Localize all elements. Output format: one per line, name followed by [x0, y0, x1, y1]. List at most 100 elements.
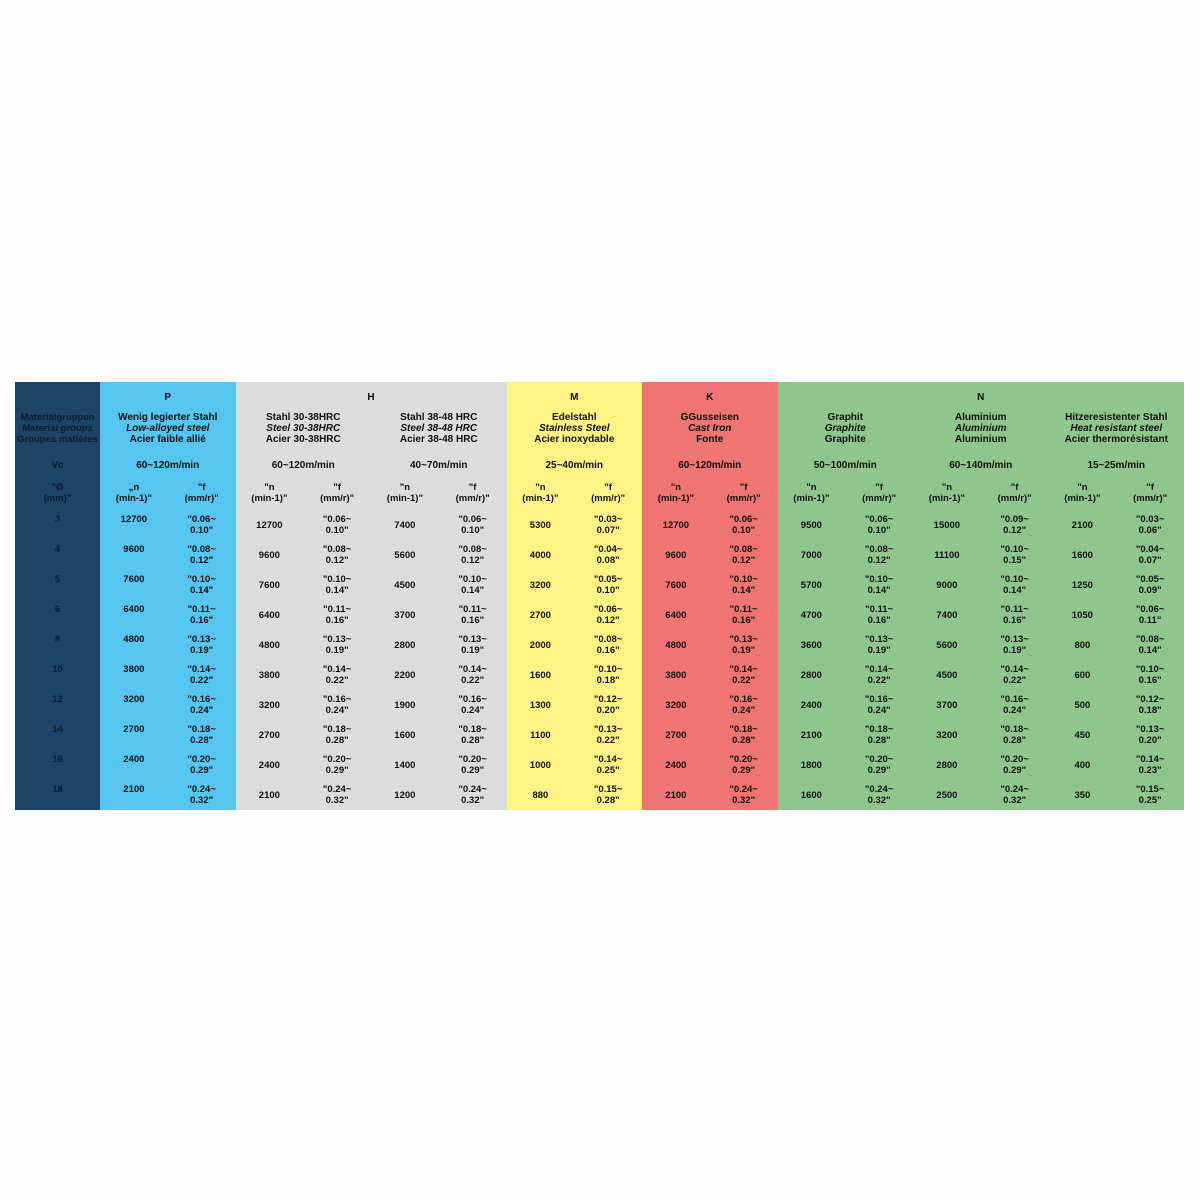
table-row: 3200 "0.05~ 0.10"	[507, 570, 643, 600]
spindle-speed-cell: 3200	[123, 694, 145, 705]
feed-cell: "0.11~ 0.16"	[458, 604, 487, 626]
table-row: 6400 "0.11~ 0.16"	[642, 600, 778, 630]
table-row: 12700 "0.06~ 0.10"	[642, 510, 778, 540]
label-fr: Groupes matières	[17, 434, 98, 445]
feed-cell: "0.13~ 0.19"	[187, 634, 216, 656]
feed-cell: "0.10~ 0.14"	[864, 574, 894, 596]
feed-cell: "0.14~ 0.23"	[1135, 754, 1165, 776]
spindle-speed-cell: 7400	[936, 609, 958, 621]
spindle-speed-cell: 7000	[800, 549, 822, 561]
table-row: 3600 "0.13~ 0.19"	[778, 630, 914, 660]
spindle-speed-cell: 2400	[123, 754, 145, 765]
table-row: 4700 "0.11~ 0.16"	[778, 600, 914, 630]
spindle-speed-cell: 2700	[258, 729, 280, 741]
spindle-speed-cell: 2800	[394, 639, 416, 651]
spindle-speed-cell: 7600	[665, 579, 687, 591]
material-name-de: Edelstahl	[552, 412, 597, 423]
feed-cell: "0.08~ 0.16"	[593, 634, 623, 656]
group-letter: H	[367, 392, 375, 403]
feed-cell: "0.05~ 0.09"	[1135, 574, 1165, 596]
cutting-speed: 60~140m/min	[949, 460, 1013, 471]
table-row: 2700 "0.18~ 0.28"	[100, 720, 236, 750]
feed-cell: "0.24~ 0.32"	[729, 784, 758, 806]
spindle-speed-cell: 9500	[800, 519, 822, 531]
material-column: GGusseisen Cast Iron Fonte 60~120m/min "…	[642, 412, 778, 810]
spindle-speed-cell: 1600	[1071, 549, 1093, 561]
f-header: "f (mm/r)"	[591, 482, 626, 504]
table-row: 7600 "0.10~ 0.14"	[642, 570, 778, 600]
table-row: 2400 "0.16~ 0.24"	[778, 690, 914, 720]
column-headers: "n (min-1)" "f (mm/r)"	[371, 482, 507, 510]
feed-cell: "0.11~ 0.16"	[1000, 604, 1029, 626]
material-name: Graphit Graphite Graphite	[778, 412, 914, 454]
material-column: Wenig legierter Stahl Low-alloyed steel …	[100, 412, 236, 810]
table-row: 2100 "0.24~ 0.32"	[642, 780, 778, 810]
table-row: 7600 "0.10~ 0.14"	[236, 570, 372, 600]
diameter-cell: 8	[15, 630, 100, 660]
feed-cell: "0.06~ 0.10"	[322, 514, 352, 536]
feed-cell: "0.06~ 0.10"	[864, 514, 894, 536]
spindle-speed-cell: 2100	[665, 789, 687, 801]
cutting-speed: 60~120m/min	[271, 460, 335, 471]
spindle-speed-cell: 11100	[934, 549, 960, 561]
diameter-cell: 18	[15, 780, 100, 810]
material-name-en: Heat resistant steel	[1070, 423, 1163, 434]
table-row: 1600 "0.18~ 0.28"	[371, 720, 507, 750]
spindle-speed-cell: 6400	[258, 609, 280, 621]
material-group-k: K GGusseisen Cast Iron Fonte 60~120m/min…	[642, 382, 778, 810]
table-row: 11100 "0.10~ 0.15"	[913, 540, 1049, 570]
table-row: 800 "0.08~ 0.14"	[1049, 630, 1185, 660]
spindle-speed-cell: 1600	[800, 789, 822, 801]
table-row: 3200 "0.18~ 0.28"	[913, 720, 1049, 750]
table-row: 3800 "0.14~ 0.22"	[236, 660, 372, 690]
spindle-speed-cell: 3700	[936, 699, 958, 711]
material-name-de: Stahl 38-48 HRC	[400, 412, 478, 423]
material-name-fr: Acier 30-38HRC	[265, 434, 341, 445]
table-row: 5600 "0.08~ 0.12"	[371, 540, 507, 570]
f-header: "f (mm/r)"	[320, 482, 355, 504]
column-headers: "n (min-1)" "f (mm/r)"	[236, 482, 372, 510]
feed-cell: "0.18~ 0.28"	[1000, 724, 1029, 746]
material-name-fr: Acier 38-48 HRC	[399, 434, 478, 445]
table-row: 2800 "0.13~ 0.19"	[371, 630, 507, 660]
diameter-cell: 14	[15, 720, 100, 750]
table-row: 5600 "0.13~ 0.19"	[913, 630, 1049, 660]
material-group-label-column: Materialgruppen Material groups Groupes …	[15, 382, 100, 810]
feed-cell: "0.14~ 0.22"	[458, 664, 487, 686]
diameter-value: 10	[52, 664, 63, 675]
table-row: 9600 "0.08~ 0.12"	[100, 540, 236, 570]
spindle-speed-cell: 12700	[256, 519, 283, 531]
table-row: 1200 "0.24~ 0.32"	[371, 780, 507, 810]
feed-cell: "0.04~ 0.07"	[1135, 544, 1165, 566]
feed-cell: "0.06~ 0.10"	[458, 514, 487, 536]
material-name-fr: Fonte	[696, 434, 724, 445]
spindle-speed-cell: 800	[1074, 639, 1091, 651]
n-header: "n (min-1)"	[657, 482, 694, 504]
feed-cell: "0.24~ 0.32"	[458, 784, 487, 806]
material-name-de: Graphit	[827, 412, 864, 423]
feed-cell: "0.20~ 0.29"	[322, 754, 352, 776]
feed-cell: "0.11~ 0.16"	[865, 604, 894, 626]
feed-cell: "0.11~ 0.16"	[187, 604, 216, 626]
n-header: "n (min-1)"	[1064, 482, 1101, 504]
feed-cell: "0.06~ 0.10"	[729, 514, 758, 536]
diameter-cell: 3	[15, 510, 100, 540]
spindle-speed-cell: 2800	[936, 759, 958, 771]
diameter-value: 6	[54, 604, 61, 615]
table-row: 500 "0.12~ 0.18"	[1049, 690, 1185, 720]
feed-cell: "0.04~ 0.08"	[593, 544, 623, 566]
spindle-speed-cell: 2800	[800, 669, 822, 681]
table-row: 1000 "0.14~ 0.25"	[507, 750, 643, 780]
table-row: 4500 "0.14~ 0.22"	[913, 660, 1049, 690]
f-header: "f (mm/r)"	[862, 482, 897, 504]
feed-cell: "0.20~ 0.29"	[458, 754, 487, 776]
feed-cell: "0.24~ 0.32"	[1000, 784, 1029, 806]
feed-cell: "0.18~ 0.28"	[187, 724, 216, 746]
table-row: 7600 "0.10~ 0.14"	[100, 570, 236, 600]
table-row: 1600 "0.04~ 0.07"	[1049, 540, 1185, 570]
f-header: "f (mm/r)"	[726, 482, 761, 504]
feed-cell: "0.10~ 0.14"	[458, 574, 487, 596]
spindle-speed-cell: 3800	[258, 669, 280, 681]
material-name-de: Wenig legierter Stahl	[118, 412, 218, 423]
material-column: Edelstahl Stainless Steel Acier inoxydab…	[507, 412, 643, 810]
